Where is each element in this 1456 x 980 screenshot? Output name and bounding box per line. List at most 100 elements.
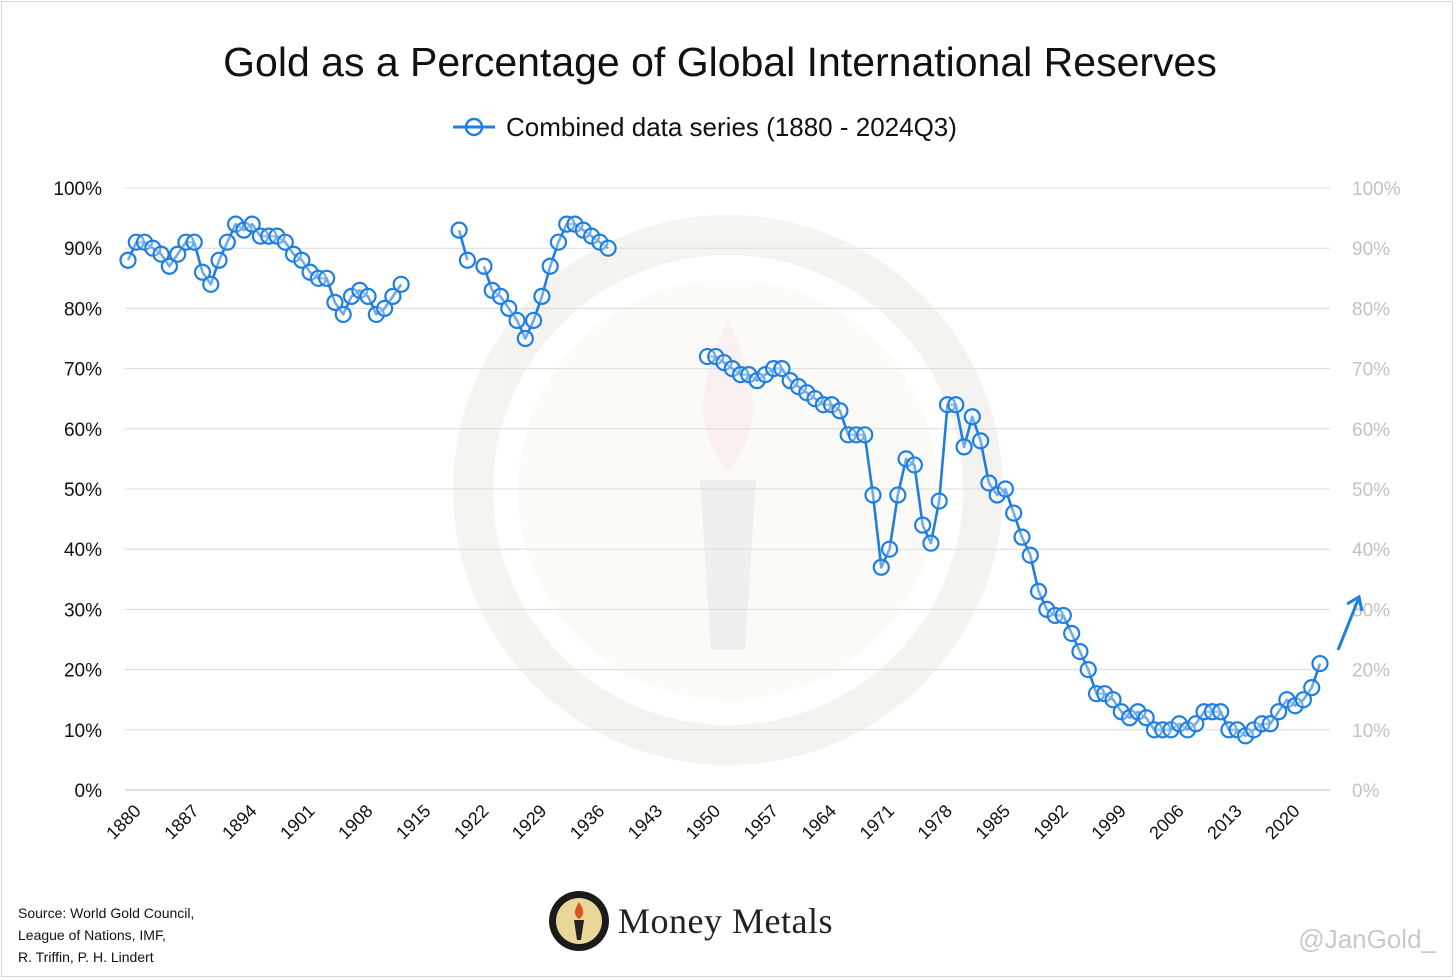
legend-label: Combined data series (1880 - 2024Q3) xyxy=(506,112,957,142)
data-point xyxy=(1212,703,1230,721)
grid-lines xyxy=(125,187,1330,791)
torch-seal-icon xyxy=(549,891,609,951)
x-tick-label: 1971 xyxy=(856,801,898,843)
data-point xyxy=(326,293,344,311)
data-point xyxy=(1063,624,1081,643)
data-point xyxy=(889,486,907,504)
data-point xyxy=(243,215,261,233)
data-point xyxy=(864,486,882,504)
data-point xyxy=(831,402,849,420)
data-point xyxy=(1021,546,1039,564)
y-tick-label: 30% xyxy=(64,600,102,621)
x-tick-label: 1957 xyxy=(740,801,782,843)
y-tick-label: 0% xyxy=(75,781,103,802)
x-tick-label: 1908 xyxy=(334,801,376,843)
data-point xyxy=(491,287,510,305)
watermark-seal xyxy=(453,215,1003,765)
data-point xyxy=(384,287,402,305)
data-point xyxy=(1029,582,1048,600)
y-tick-label: 60% xyxy=(64,420,102,441)
chart-title: Gold as a Percentage of Global Internati… xyxy=(223,39,1217,85)
data-point xyxy=(475,257,493,275)
x-tick-label: 1936 xyxy=(566,801,608,843)
data-point xyxy=(359,287,377,305)
data-point xyxy=(152,245,170,263)
data-point xyxy=(293,251,311,269)
data-point xyxy=(930,492,948,510)
y-tick-label-right: 90% xyxy=(1352,239,1390,260)
data-point xyxy=(458,251,476,269)
data-point xyxy=(185,233,203,251)
data-point xyxy=(922,534,940,552)
series-line-segment xyxy=(457,229,469,261)
legend-marker-swatch xyxy=(464,117,484,137)
data-point xyxy=(872,558,890,576)
data-point xyxy=(1261,715,1279,733)
x-tick-label: 1943 xyxy=(624,801,666,843)
y-tick-label: 10% xyxy=(64,721,102,742)
data-point xyxy=(1079,660,1097,679)
data-point xyxy=(856,426,874,444)
source-line-1: Source: World Gold Council, xyxy=(18,905,195,921)
series-combined xyxy=(119,215,1329,745)
y-axis-left: 0% 10% 20% 30% 40% 50% 60% 70% 80% 90% 100% xyxy=(53,179,102,802)
x-tick-label: 1922 xyxy=(450,801,492,843)
data-point xyxy=(376,299,394,317)
trend-arrow-annotation xyxy=(1336,594,1364,651)
data-point xyxy=(996,480,1015,498)
brand-logo: Money Metals xyxy=(548,888,833,954)
x-tick-label: 1901 xyxy=(276,801,318,843)
data-point xyxy=(533,287,551,305)
x-axis: 1880 1887 1894 1901 1908 1915 1922 1929 1936 1943… xyxy=(102,801,1303,843)
brand-name: Money Metals xyxy=(618,901,833,941)
source-note: Source: World Gold Council, League of Na… xyxy=(18,902,194,968)
data-point xyxy=(500,299,518,317)
y-tick-label: 40% xyxy=(64,540,102,561)
x-tick-label: 1964 xyxy=(798,801,840,843)
author-handle: @JanGold_ xyxy=(1298,924,1436,954)
data-point xyxy=(599,239,617,257)
data-point xyxy=(392,275,410,293)
x-tick-label: 1999 xyxy=(1087,801,1129,843)
x-tick-label: 1992 xyxy=(1029,801,1071,843)
data-point xyxy=(914,516,932,534)
y-tick-label-right: 50% xyxy=(1352,480,1390,501)
y-tick-label-right: 0% xyxy=(1352,781,1380,802)
x-tick-label: 1887 xyxy=(160,801,202,843)
data-point xyxy=(160,257,178,275)
data-point xyxy=(972,432,990,450)
data-point xyxy=(541,257,559,275)
data-point xyxy=(1187,715,1205,733)
data-point xyxy=(169,245,187,263)
data-point xyxy=(1104,691,1122,709)
source-line-2: League of Nations, IMF, xyxy=(18,927,166,943)
data-point xyxy=(1303,679,1321,697)
data-point xyxy=(1137,709,1155,727)
y-tick-label-right: 60% xyxy=(1352,420,1390,441)
y-tick-label-right: 70% xyxy=(1352,360,1390,381)
x-tick-label: 2006 xyxy=(1145,801,1187,843)
data-point xyxy=(773,360,791,378)
data-point xyxy=(955,438,973,456)
data-point xyxy=(1311,654,1329,673)
data-point xyxy=(525,311,543,330)
x-tick-label: 1929 xyxy=(508,801,550,843)
data-point xyxy=(202,275,220,293)
data-point xyxy=(1054,606,1072,625)
data-point xyxy=(1071,642,1089,661)
x-tick-label: 2020 xyxy=(1261,801,1303,843)
source-line-3: R. Triffin, P. H. Lindert xyxy=(18,949,154,965)
data-point xyxy=(1294,691,1313,709)
y-tick-label: 70% xyxy=(64,360,102,381)
data-point xyxy=(334,305,352,324)
x-tick-label: 1880 xyxy=(102,801,144,843)
y-axis-right: 0%10%20%30%40%50%60%70%80%90%100% xyxy=(1352,179,1401,802)
y-tick-label: 50% xyxy=(64,480,102,501)
data-point xyxy=(1005,504,1023,522)
data-point xyxy=(1013,528,1031,546)
x-tick-label: 1915 xyxy=(392,801,434,843)
data-point xyxy=(210,251,228,269)
data-point xyxy=(450,221,468,239)
